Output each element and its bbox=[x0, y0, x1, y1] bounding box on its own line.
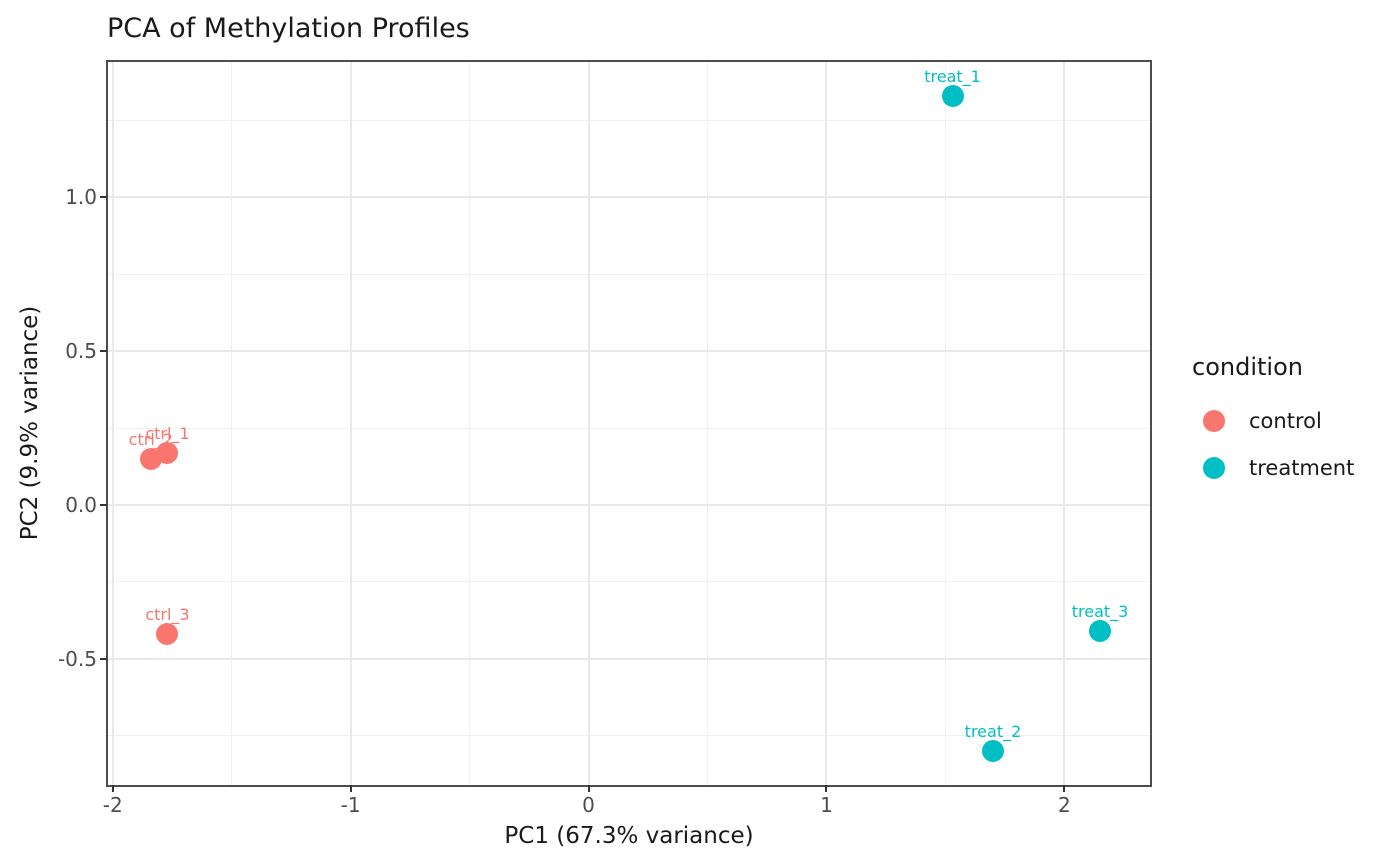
data-point-ctrl_1 bbox=[156, 441, 179, 464]
x-axis-tick bbox=[111, 785, 114, 792]
data-point-treat_1 bbox=[941, 84, 964, 107]
gridline-y-minor bbox=[108, 735, 1150, 737]
point-label-treat_1: treat_1 bbox=[924, 66, 981, 86]
gridline-x-minor bbox=[944, 62, 946, 785]
x-tick-label: -2 bbox=[102, 793, 123, 817]
point-label-treat_3: treat_3 bbox=[1071, 602, 1129, 622]
plot-title: PCA of Methylation Profiles bbox=[107, 13, 470, 44]
y-tick-label: 0.5 bbox=[65, 339, 97, 364]
gridline-y-major bbox=[108, 657, 1150, 660]
gridline-x-minor bbox=[231, 62, 233, 785]
gridline-x-major bbox=[825, 62, 828, 785]
x-tick-label: 0 bbox=[582, 793, 595, 817]
gridline-x-minor bbox=[707, 62, 708, 785]
gridline-y-minor bbox=[108, 273, 1150, 275]
gridline-y-minor bbox=[108, 119, 1150, 121]
gridline-x-major bbox=[349, 62, 352, 785]
legend-item-label: treatment bbox=[1249, 455, 1355, 480]
gridline-y-major bbox=[108, 504, 1150, 507]
y-axis-tick bbox=[100, 504, 107, 507]
y-tick-label: 1.0 bbox=[65, 185, 97, 210]
gridline-y-minor bbox=[108, 581, 1150, 583]
gridline-y-major bbox=[108, 350, 1150, 353]
legend-key-dot-treatment bbox=[1203, 456, 1225, 479]
point-label-ctrl_2: ctrl_2 bbox=[128, 429, 173, 449]
legend-key-dot-control bbox=[1203, 409, 1225, 432]
gridline-y-minor bbox=[108, 427, 1150, 429]
legend: condition control treatment bbox=[1192, 353, 1354, 491]
x-axis-tick bbox=[1063, 785, 1066, 792]
x-tick-label: -1 bbox=[340, 793, 361, 817]
y-axis-tick bbox=[100, 196, 107, 199]
x-tick-label: 2 bbox=[1057, 793, 1071, 817]
x-axis-tick bbox=[587, 785, 590, 792]
point-label-ctrl_3: ctrl_3 bbox=[145, 605, 190, 625]
point-label-ctrl_1: ctrl_1 bbox=[145, 423, 190, 443]
gridline-x-major bbox=[111, 62, 114, 785]
x-axis-title: PC1 (67.3% variance) bbox=[504, 823, 754, 849]
gridline-x-major bbox=[587, 62, 590, 785]
y-axis-tick bbox=[100, 350, 107, 353]
legend-item-control: control bbox=[1192, 397, 1354, 444]
data-point-treat_3 bbox=[1089, 620, 1112, 643]
gridline-y-major bbox=[108, 196, 1150, 199]
point-label-treat_2: treat_2 bbox=[964, 722, 1022, 742]
data-point-treat_2 bbox=[981, 740, 1004, 763]
legend-item-treatment: treatment bbox=[1192, 444, 1354, 491]
y-tick-label: -0.5 bbox=[57, 646, 97, 671]
gridline-x-minor bbox=[469, 62, 471, 785]
x-axis-tick bbox=[349, 785, 352, 792]
gridline-x-major bbox=[1063, 62, 1066, 785]
x-axis-tick bbox=[825, 785, 828, 792]
y-axis-tick bbox=[100, 657, 107, 660]
legend-item-label: control bbox=[1249, 408, 1322, 433]
y-tick-label: 0.0 bbox=[65, 493, 97, 518]
legend-title: condition bbox=[1192, 353, 1303, 381]
data-point-ctrl_3 bbox=[156, 623, 179, 646]
legend-items: control treatment bbox=[1192, 397, 1354, 491]
data-point-ctrl_2 bbox=[139, 447, 162, 470]
x-tick-label: 1 bbox=[820, 793, 833, 817]
plot-panel: ctrl_1 ctrl_2 ctrl_3 treat_1 treat_2 treat_3 bbox=[106, 60, 1152, 787]
